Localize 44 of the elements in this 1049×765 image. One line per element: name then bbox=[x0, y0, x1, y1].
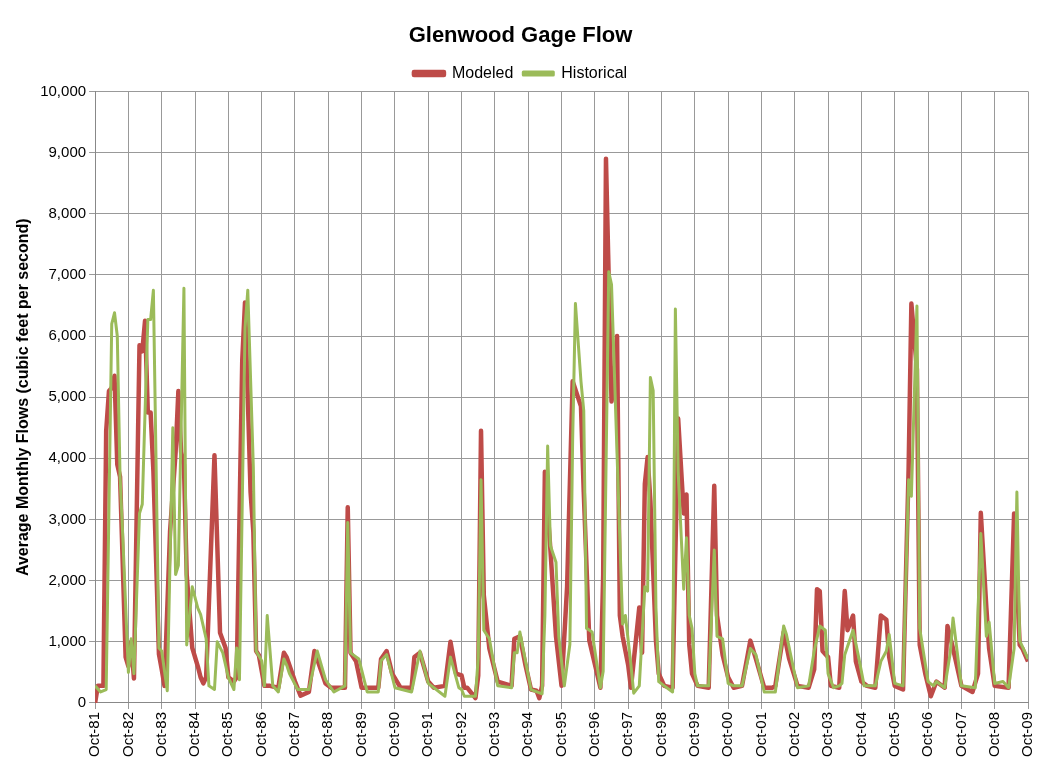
x-tick-label: Oct-08 bbox=[984, 711, 1002, 757]
x-tick-label: Oct-96 bbox=[585, 711, 602, 757]
x-tick-label: Oct-99 bbox=[684, 711, 702, 757]
y-axis-title: Average Monthly Flows (cubic feet per second) bbox=[14, 218, 32, 577]
x-tick-label: Oct-84 bbox=[185, 711, 203, 757]
x-tick-label: Oct-01 bbox=[751, 711, 769, 757]
x-tick-label: Oct-95 bbox=[551, 711, 569, 757]
x-tick-label: Oct-91 bbox=[418, 711, 436, 757]
chart-title: Glenwood Gage Flow bbox=[408, 22, 634, 48]
y-tick-label: 8,000 bbox=[48, 203, 87, 221]
y-tick-label: 0 bbox=[77, 693, 87, 711]
x-tick-label: Oct-85 bbox=[218, 711, 236, 757]
x-tick-label: Oct-92 bbox=[451, 711, 469, 757]
x-tick-label: Oct-00 bbox=[718, 711, 736, 757]
x-tick-label: Oct-94 bbox=[518, 711, 536, 757]
x-tick-label: Oct-07 bbox=[951, 711, 969, 757]
x-tick-label: Oct-88 bbox=[318, 711, 336, 757]
x-tick-label: Oct-90 bbox=[385, 711, 403, 757]
y-tick-label: 5,000 bbox=[48, 387, 87, 405]
x-tick-label: Oct-82 bbox=[118, 711, 136, 757]
y-tick-label: 1,000 bbox=[48, 631, 87, 649]
x-tick-label: Oct-06 bbox=[918, 711, 936, 757]
x-tick-label: Oct-02 bbox=[784, 711, 802, 757]
x-tick-label: Oct-04 bbox=[851, 711, 869, 757]
x-tick-label: Oct-03 bbox=[818, 711, 836, 757]
y-tick-label: 4,000 bbox=[48, 448, 87, 466]
x-tick-label: Oct-86 bbox=[251, 711, 269, 757]
x-tick-label: Oct-87 bbox=[285, 711, 303, 757]
x-tick-label: Oct-09 bbox=[1018, 711, 1036, 757]
x-tick-label: Oct-81 bbox=[85, 711, 103, 757]
y-tick-label: 3,000 bbox=[48, 509, 87, 527]
x-tick-label: Oct-97 bbox=[618, 711, 636, 757]
y-tick-label: 6,000 bbox=[48, 326, 87, 344]
legend-label: Modeled bbox=[451, 63, 514, 81]
x-tick-label: Oct-05 bbox=[884, 711, 902, 757]
x-tick-label: Oct-89 bbox=[351, 711, 369, 757]
x-tick-label: Oct-98 bbox=[651, 711, 669, 757]
x-tick-label: Oct-93 bbox=[485, 711, 503, 757]
legend-label: Historical bbox=[561, 63, 628, 81]
y-tick-label: 7,000 bbox=[48, 265, 87, 283]
x-tick-label: Oct-83 bbox=[151, 711, 169, 757]
y-tick-label: 10,000 bbox=[40, 81, 87, 99]
y-tick-label: 2,000 bbox=[48, 570, 87, 588]
y-tick-label: 9,000 bbox=[48, 142, 87, 160]
